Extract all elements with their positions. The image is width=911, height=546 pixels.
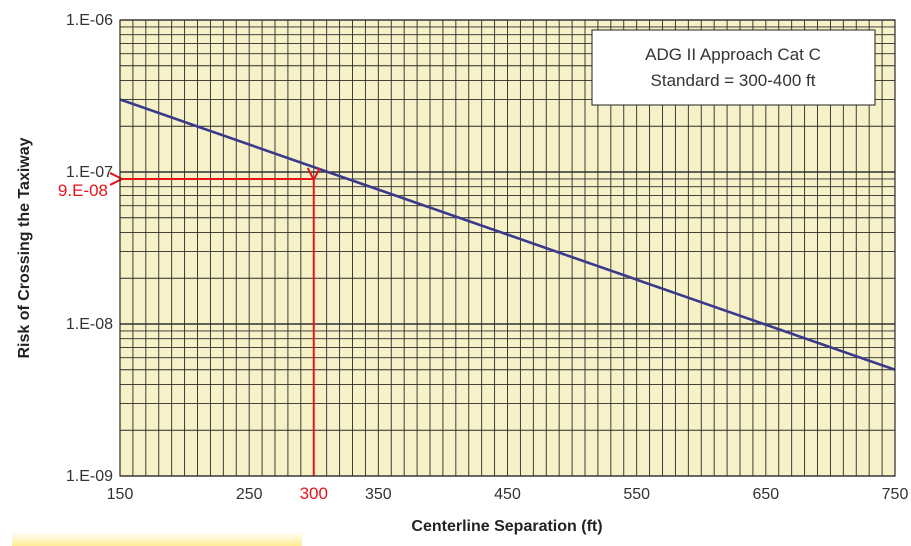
- x-tick-label: 450: [494, 486, 521, 503]
- x-axis-title: Centerline Separation (ft): [411, 518, 602, 535]
- y-tick-label: 1.E-08: [66, 316, 113, 333]
- y-axis: 1.E-09 1.E-08 1.E-07 1.E-06: [66, 12, 113, 485]
- annotation-layer: [122, 179, 314, 476]
- series-line: [119, 98, 896, 371]
- x-tick-label: 250: [236, 486, 263, 503]
- x-axis: 150 250 350 450 550 650 750: [107, 486, 909, 503]
- x-tick-label: 750: [882, 486, 909, 503]
- caption-strip: [12, 532, 302, 546]
- y-tick-label: 1.E-09: [66, 468, 113, 485]
- legend-line-1: ADG II Approach Cat C: [645, 45, 821, 64]
- legend-box: [591, 29, 876, 106]
- plot-frame: [119, 19, 896, 477]
- y-tick-label: 1.E-06: [66, 12, 113, 29]
- series-layer: [119, 98, 896, 371]
- legend: ADG II Approach Cat C Standard = 300-400…: [591, 29, 876, 106]
- y-axis-title: Risk of Crossing the Taxiway: [16, 137, 33, 358]
- legend-line-2: Standard = 300-400 ft: [651, 71, 816, 90]
- x-tick-label: 550: [623, 486, 650, 503]
- x-tick-label: 150: [107, 486, 134, 503]
- y-tick-label: 1.E-07: [66, 164, 113, 181]
- x-tick-label: 650: [752, 486, 779, 503]
- x-tick-label: 350: [365, 486, 392, 503]
- annotation-x-label: 300: [300, 484, 328, 503]
- annotation-y-label: 9.E-08: [58, 181, 108, 200]
